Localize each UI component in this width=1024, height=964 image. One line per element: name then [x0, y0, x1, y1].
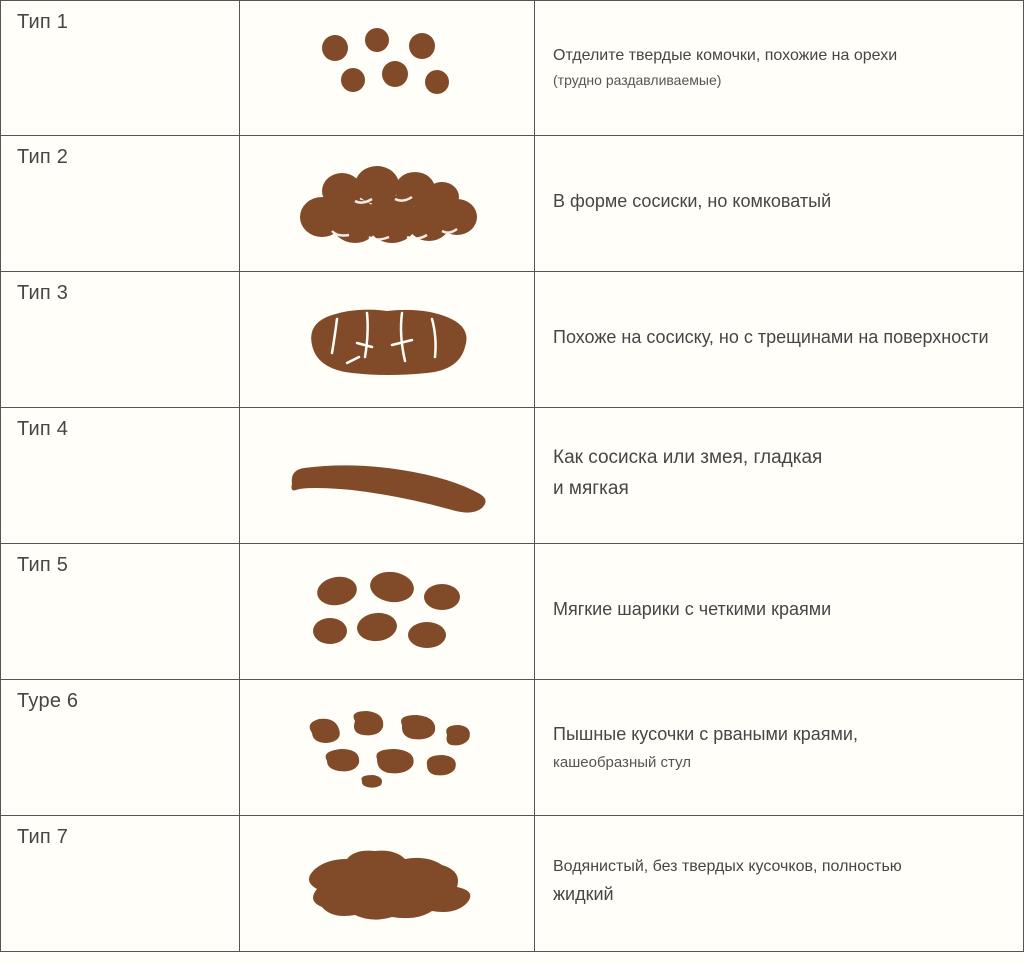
- desc-main: Мягкие шарики с четкими краями: [553, 597, 1005, 622]
- type3-icon: [277, 285, 497, 395]
- type-cell: Тип 1: [0, 1, 240, 135]
- desc-main: Похоже на сосиску, но с трещинами на пов…: [553, 325, 1005, 350]
- type-cell: Тип 5: [0, 544, 240, 679]
- type2-icon: [277, 149, 497, 259]
- type-label: Type 6: [17, 690, 223, 713]
- desc-cell: Похоже на сосиску, но с трещинами на пов…: [535, 272, 1024, 407]
- desc-cell: Отделите твердые комочки, похожие на оре…: [535, 1, 1024, 135]
- image-cell: [240, 816, 535, 951]
- table-row: Тип 1 Отделите твердые комочки, похожие …: [0, 0, 1024, 136]
- desc-main: Отделите твердые комочки, похожие на оре…: [553, 45, 1005, 67]
- desc-cell: Мягкие шарики с четкими краями: [535, 544, 1024, 679]
- stool-chart: Тип 1 Отделите твердые комочки, похожие …: [0, 0, 1024, 952]
- table-row: Тип 3 Похоже на сосиску, но с трещинами …: [0, 272, 1024, 408]
- table-row: Type 6 Пышные кусочки с рваными краями, …: [0, 680, 1024, 816]
- type-cell: Type 6: [0, 680, 240, 815]
- table-row: Тип 5 Мягкие шарики с четкими краями: [0, 544, 1024, 680]
- desc-sub: кашеобразный стул: [553, 752, 1005, 773]
- type-label: Тип 7: [17, 826, 223, 849]
- type-label: Тип 2: [17, 146, 223, 169]
- desc-cell: Водянистый, без твердых кусочков, полнос…: [535, 816, 1024, 951]
- image-cell: [240, 544, 535, 679]
- image-cell: [240, 408, 535, 543]
- desc-sub: (трудно раздавливаемые): [553, 71, 1005, 91]
- desc-main: Водянистый, без твердых кусочков, полнос…: [553, 856, 1005, 878]
- desc-main: Пышные кусочки с рваными краями,: [553, 722, 1005, 747]
- table-row: Тип 4 Как сосиска или змея, гладкая и мя…: [0, 408, 1024, 544]
- type-cell: Тип 4: [0, 408, 240, 543]
- desc-main: В форме сосиски, но комковатый: [553, 189, 1005, 214]
- image-cell: [240, 272, 535, 407]
- type7-icon: [277, 829, 497, 939]
- type5-icon: [282, 557, 492, 667]
- type-label: Тип 4: [17, 418, 223, 441]
- image-cell: [240, 680, 535, 815]
- desc-cell: Пышные кусочки с рваными краями, кашеобр…: [535, 680, 1024, 815]
- type-cell: Тип 3: [0, 272, 240, 407]
- image-cell: [240, 136, 535, 271]
- type6-icon: [277, 693, 497, 803]
- type-label: Тип 5: [17, 554, 223, 577]
- type-cell: Тип 7: [0, 816, 240, 951]
- desc-main: Как сосиска или змея, гладкая: [553, 445, 1005, 472]
- type1-icon: [287, 18, 487, 118]
- table-row: Тип 7 Водянистый, без твердых кусочков, …: [0, 816, 1024, 952]
- type-cell: Тип 2: [0, 136, 240, 271]
- desc-sub: жидкий: [553, 882, 1005, 907]
- type-label: Тип 1: [17, 11, 223, 34]
- desc-cell: Как сосиска или змея, гладкая и мягкая: [535, 408, 1024, 543]
- desc-cell: В форме сосиски, но комковатый: [535, 136, 1024, 271]
- image-cell: [240, 1, 535, 135]
- type-label: Тип 3: [17, 282, 223, 305]
- table-row: Тип 2: [0, 136, 1024, 272]
- desc-sub: и мягкая: [553, 476, 1005, 503]
- type4-icon: [272, 426, 502, 526]
